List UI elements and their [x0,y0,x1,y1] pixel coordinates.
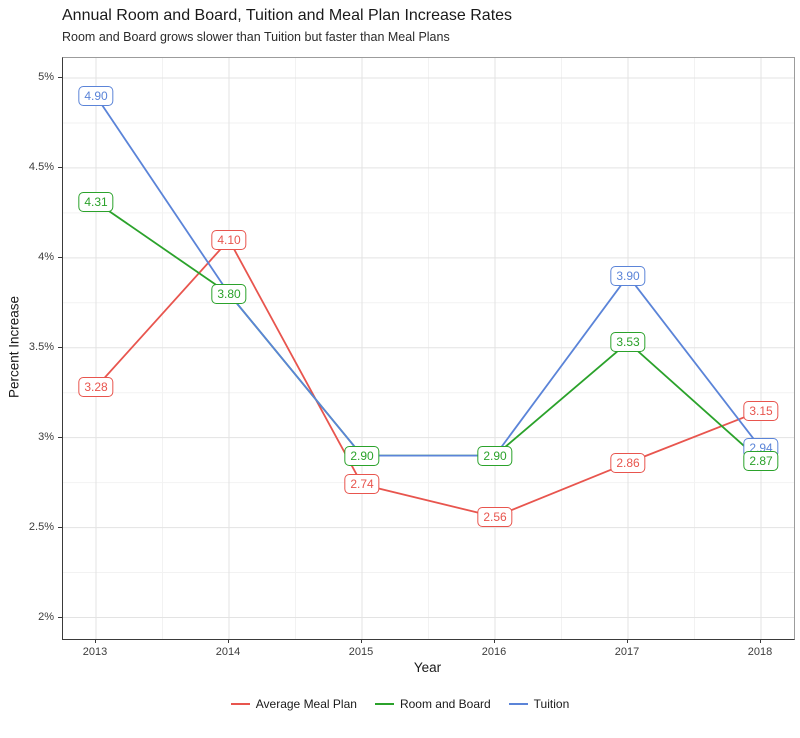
chart-subtitle: Room and Board grows slower than Tuition… [62,30,450,44]
legend-key-line [508,703,528,705]
y-axis-tick [58,436,62,438]
y-axis-tick [58,616,62,618]
legend: Average Meal Plan Room and Board Tuition [0,697,800,711]
plot-svg [63,58,794,639]
x-axis-tick [627,639,628,643]
x-axis-tick [760,639,761,643]
y-axis-tick [58,526,62,528]
y-axis-title: Percent Increase [6,295,22,399]
data-point-label: 2.74 [344,474,380,495]
legend-item-average-meal-plan: Average Meal Plan [230,697,357,711]
data-point-label: 3.15 [743,400,779,421]
x-axis-tick-label: 2014 [215,646,241,658]
legend-label: Average Meal Plan [255,697,357,711]
chart-panel: 3.28 4.10 2.74 2.56 2.86 3.15 4.90 3.90 2.94 4.31… [62,57,795,640]
legend-key-line [374,703,394,705]
y-axis-tick-label: 4.5% [28,160,54,173]
data-point-label: 3.53 [610,332,646,353]
y-axis-tick [58,77,62,78]
x-axis-tick [494,639,495,643]
y-axis-tick-label: 2% [38,610,54,623]
legend-label: Room and Board [399,697,491,711]
y-axis-tick-label: 3.5% [28,340,54,353]
y-axis-tick-label: 2.5% [28,520,54,533]
legend-key-line [230,703,250,705]
x-axis-tick [228,639,229,643]
data-point-label: 4.90 [78,85,114,106]
y-axis-tick-label: 3% [38,430,54,443]
y-axis-tick [58,346,62,348]
x-axis-tick-label: 2016 [481,646,507,658]
x-axis-tick-label: 2017 [614,646,640,658]
x-axis-tick-label: 2018 [747,646,773,658]
data-point-label: 3.80 [211,283,247,304]
x-axis-tick-label: 2013 [82,646,108,658]
data-point-label: 4.31 [78,192,114,213]
data-point-label: 4.10 [211,229,247,250]
x-axis-tick [95,639,96,643]
series-line-average-meal-plan [95,238,762,518]
data-point-label: 3.28 [78,377,114,398]
data-point-label: 2.87 [743,451,779,472]
chart-title: Annual Room and Board, Tuition and Meal … [62,7,513,24]
legend-label: Tuition [533,697,570,711]
y-axis-tick [58,166,62,168]
y-axis-tick-label: 4% [38,250,54,263]
legend-item-tuition: Tuition [508,697,570,711]
data-point-label: 2.90 [477,445,513,466]
data-point-label: 2.86 [610,452,646,473]
x-axis-title: Year [413,660,442,675]
x-axis-tick-label: 2015 [348,646,374,658]
legend-item-room-and-board: Room and Board [374,697,491,711]
data-point-label: 2.56 [477,506,513,527]
y-axis-tick-label: 5% [38,71,54,83]
data-point-label: 2.90 [344,445,380,466]
data-point-label: 3.90 [610,265,646,286]
y-axis-tick [58,256,62,258]
x-axis-tick [361,639,362,643]
series-line-tuition [95,95,762,457]
